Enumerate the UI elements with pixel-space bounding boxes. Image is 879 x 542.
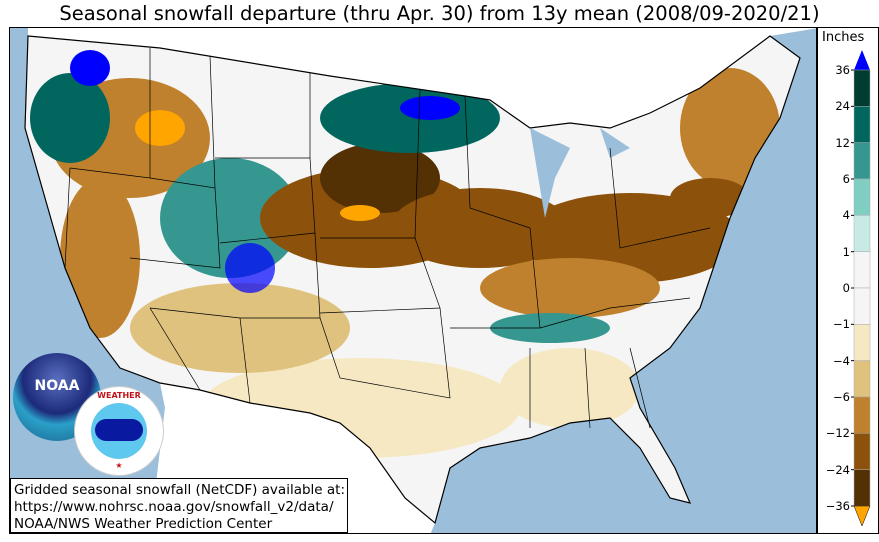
colorbar-tick-label: 4: [842, 208, 850, 223]
colorbar-bin: [853, 215, 871, 252]
colorbar-tick-label: 1: [842, 244, 850, 259]
colorbar-tick-label: 6: [842, 172, 850, 186]
colorbar-bin: [853, 433, 871, 470]
colorbar-legend: Inches 36 24 12 6 4 1 0 −1 −4 −6 −12 −24 −36: [817, 27, 879, 534]
colorbar-bin: [853, 324, 871, 361]
colorbar-tick-label: −12: [825, 426, 850, 441]
colorbar-under-arrow: [853, 505, 871, 527]
colorbar-over-arrow: [854, 50, 870, 70]
colorbar-bin: [853, 251, 871, 289]
colorbar-tick-label: −24: [825, 462, 850, 477]
info-url[interactable]: https://www.nohrsc.noaa.gov/snowfall_v2/…: [14, 499, 334, 515]
map-title: Seasonal snowfall departure (thru Apr. 3…: [59, 2, 820, 25]
gulf-of-mexico: [430, 418, 709, 533]
colorbar-tick-label: −6: [833, 390, 850, 404]
colorbar-title: Inches: [822, 30, 865, 45]
colorbar-bin: [853, 360, 871, 398]
great-lakes: [530, 128, 630, 218]
colorbar-tick-label: −1: [833, 317, 850, 332]
colorbar-bin: [853, 142, 871, 180]
colorbar-tick-label: 0: [842, 281, 850, 295]
nws-logo: WEATHER ★: [74, 386, 164, 476]
colorbar-bin: [853, 469, 871, 507]
colorbar-tick-label: 36: [835, 63, 850, 77]
colorbar-bin: [853, 178, 871, 216]
colorbar-tick-label: 12: [835, 135, 850, 150]
data-source-info-box: Gridded seasonal snowfall (NetCDF) avail…: [10, 478, 348, 533]
colorbar-tick-label: −4: [833, 353, 850, 368]
atlantic-ocean: [630, 28, 816, 533]
state-borders: [64, 48, 711, 429]
info-line: Gridded seasonal snowfall (NetCDF) avail…: [14, 482, 346, 498]
colorbar-tick-label: −36: [825, 499, 850, 513]
colorbar-bin: [853, 69, 871, 107]
colorbar-tick-label: 24: [835, 99, 850, 114]
snowfall-departure-map: NOAA WEATHER ★: [9, 27, 817, 534]
colorbar-bin: [853, 106, 871, 143]
colorbar-bin: [853, 287, 871, 325]
colorbar-bin: [853, 396, 871, 434]
info-line: NOAA/NWS Weather Prediction Center: [14, 516, 273, 532]
